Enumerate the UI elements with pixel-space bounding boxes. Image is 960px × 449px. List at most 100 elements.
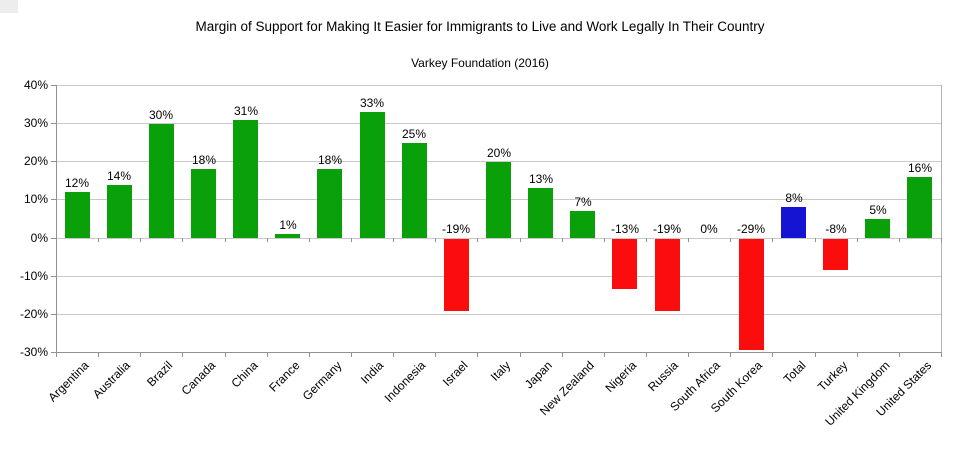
bar-china [233,120,258,238]
bar-brazil [149,124,174,238]
y-axis-label: -10% [19,269,48,283]
bar-indonesia [402,143,427,238]
y-axis-label: -30% [19,345,48,359]
category-tick-bottom [435,352,436,357]
plot-border-right [941,85,942,352]
chart-title: Margin of Support for Making It Easier f… [195,19,765,34]
category-tick-zero-line [857,238,858,242]
category-tick-zero-line [604,238,605,242]
category-tick-zero-line [899,238,900,242]
bar-russia [655,239,680,311]
bar-argentina [65,192,90,238]
x-axis-bottom-line [56,352,942,353]
bar-value-label: 14% [106,169,132,183]
x-axis-label: China [228,358,261,391]
gridline--10% [56,276,941,277]
category-tick-zero-line [98,238,99,242]
y-axis-label: 30% [23,116,48,130]
y-axis-label: 0% [30,231,48,245]
chart-subtitle: Varkey Foundation (2016) [411,56,549,70]
y-axis-tick [51,123,56,124]
category-tick-bottom [941,352,942,357]
x-axis-label: Israel [439,358,471,389]
category-tick-bottom [730,352,731,357]
bar-value-label: 0% [700,222,718,236]
bar-japan [528,188,553,238]
category-tick-zero-line [730,238,731,242]
category-tick-zero-line [688,238,689,242]
category-tick-bottom [351,352,352,357]
category-tick-bottom [772,352,773,357]
bar-value-label: 25% [401,127,427,141]
x-axis-label: Australia [90,358,134,402]
category-tick-zero-line [562,238,563,242]
gridline--20% [56,314,941,315]
bar-value-label: 31% [233,104,259,118]
screenshot-corner-artifact [0,0,18,13]
bar-india [360,112,385,238]
gridline-0% [56,238,941,239]
category-tick-zero-line [646,238,647,242]
category-tick-zero-line [140,238,141,242]
bar-italy [486,162,511,238]
category-tick-zero-line [520,238,521,242]
x-axis-label: France [265,358,303,395]
bar-value-label: -8% [825,222,847,236]
category-tick-bottom [646,352,647,357]
category-tick-zero-line [815,238,816,242]
y-axis-label: 20% [23,154,48,168]
category-tick-bottom [477,352,478,357]
bar-value-label: 30% [148,108,174,122]
bar-france [275,234,300,238]
category-tick-bottom [604,352,605,357]
x-axis-label: Turkey [814,358,851,394]
category-tick-zero-line [477,238,478,242]
y-axis-line [56,85,57,352]
bar-value-label: -29% [736,222,766,236]
bar-germany [317,169,342,238]
category-tick-bottom [56,352,57,357]
x-axis-label: India [357,358,387,387]
category-tick-bottom [309,352,310,357]
x-axis-label: Brazil [144,358,176,390]
bar-value-label: 33% [359,96,385,110]
bar-united-states [907,177,932,238]
category-tick-bottom [562,352,563,357]
y-axis-label: 10% [23,192,48,206]
category-tick-zero-line [351,238,352,242]
category-tick-bottom [225,352,226,357]
bar-new-zealand [570,211,595,238]
x-axis-label: Nigeria [602,358,640,396]
category-tick-zero-line [309,238,310,242]
bar-united-kingdom [865,219,890,238]
category-tick-zero-line [56,238,57,242]
x-axis-label: Canada [178,358,219,398]
y-axis-label: 40% [23,78,48,92]
x-axis-label: Russia [645,358,682,395]
category-tick-zero-line [267,238,268,242]
category-tick-bottom [267,352,268,357]
y-axis-tick [51,199,56,200]
bar-australia [107,185,132,238]
bar-turkey [823,239,848,270]
bar-value-label: 8% [785,191,803,205]
bar-value-label: 13% [528,172,554,186]
bar-value-label: 7% [574,195,592,209]
category-tick-zero-line [772,238,773,242]
bar-value-label: 5% [869,203,887,217]
x-axis-label: Italy [487,358,514,384]
category-tick-bottom [899,352,900,357]
bar-value-label: -19% [652,222,682,236]
x-axis-label: Indonesia [381,358,429,405]
category-tick-bottom [98,352,99,357]
category-tick-zero-line [225,238,226,242]
category-tick-zero-line [182,238,183,242]
category-tick-bottom [182,352,183,357]
gridline-30% [56,123,941,124]
category-tick-bottom [140,352,141,357]
y-axis-tick [51,352,56,353]
gridline-40% [56,85,941,86]
x-axis-label: Japan [522,358,556,392]
bar-canada [191,169,216,238]
bar-israel [444,239,469,311]
